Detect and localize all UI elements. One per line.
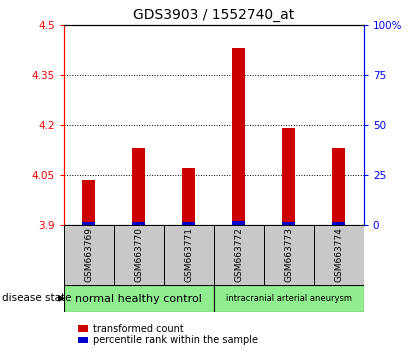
Bar (64, 285, 214, 312)
Bar (64, 225, 114, 285)
Text: percentile rank within the sample: percentile rank within the sample (92, 335, 258, 345)
Text: GSM663769: GSM663769 (84, 227, 93, 282)
Text: transformed count: transformed count (92, 324, 183, 333)
Bar (164, 225, 214, 285)
Bar (214, 225, 264, 285)
Text: GSM663772: GSM663772 (234, 227, 243, 282)
Title: GDS3903 / 1552740_at: GDS3903 / 1552740_at (133, 8, 294, 22)
Bar (233, 48, 245, 225)
Bar (264, 225, 314, 285)
Bar (282, 222, 295, 225)
Bar (114, 225, 164, 285)
Text: GSM663770: GSM663770 (134, 227, 143, 282)
Bar (332, 148, 345, 225)
Text: GSM663771: GSM663771 (184, 227, 193, 282)
Bar (132, 222, 145, 225)
Text: normal healthy control: normal healthy control (75, 293, 202, 304)
Text: intracranial arterial aneurysm: intracranial arterial aneurysm (226, 294, 352, 303)
Text: disease state: disease state (2, 293, 72, 303)
Bar (214, 285, 364, 312)
Text: GSM663773: GSM663773 (284, 227, 293, 282)
Bar (132, 148, 145, 225)
Bar (83, 180, 95, 225)
Bar (233, 221, 245, 225)
Bar (332, 222, 345, 225)
Text: GSM663774: GSM663774 (334, 227, 343, 282)
Bar (182, 168, 195, 225)
Bar (314, 225, 364, 285)
Bar (83, 222, 95, 225)
Bar (182, 222, 195, 225)
Bar (282, 128, 295, 225)
